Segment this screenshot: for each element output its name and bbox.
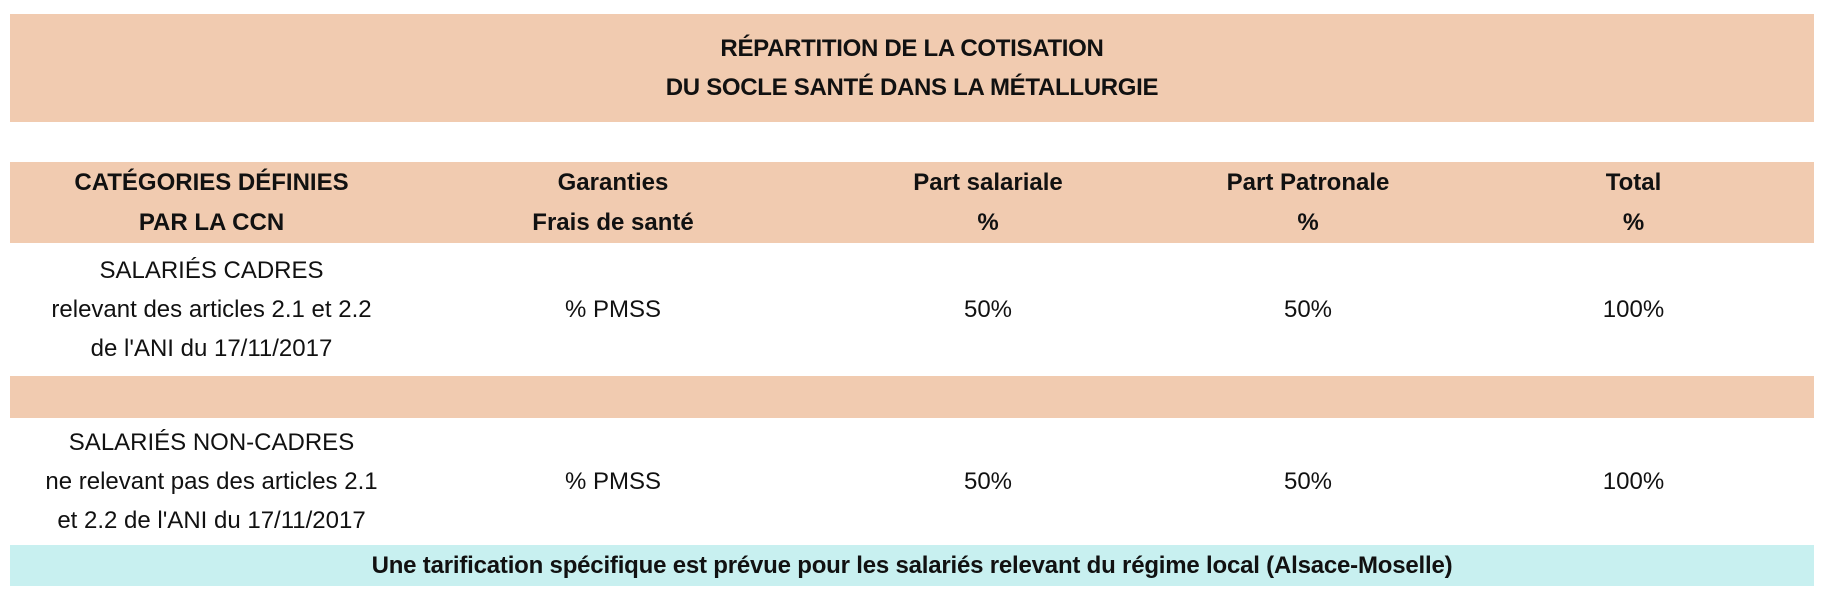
title-banner: RÉPARTITION DE LA COTISATION DU SOCLE SA… [10, 14, 1814, 122]
header-categories-line2: PAR LA CCN [138, 208, 285, 236]
footer-note: Une tarification spécifique est prévue p… [371, 551, 1453, 579]
title-line-1: RÉPARTITION DE LA COTISATION [720, 35, 1104, 62]
category-line1: SALARIÉS NON-CADRES [68, 429, 355, 456]
header-part-patronale: Part Patronale % [1163, 162, 1453, 243]
header-categories: CATÉGORIES DÉFINIES PAR LA CCN [10, 162, 413, 243]
part-patronale-value: 50% [1283, 296, 1333, 323]
part-salariale-value: 50% [963, 296, 1013, 323]
category-line2: ne relevant pas des articles 2.1 [45, 468, 378, 495]
header-garanties: Garanties Frais de santé [413, 162, 813, 243]
header-total-line1: Total [1605, 168, 1662, 196]
header-part-patronale-line1: Part Patronale [1226, 168, 1390, 196]
cell-total: 100% [1453, 418, 1814, 545]
cell-part-patronale: 50% [1163, 418, 1453, 545]
garanties-value: % PMSS [564, 468, 662, 495]
header-part-salariale-line1: Part salariale [913, 168, 1063, 196]
category-line3: de l'ANI du 17/11/2017 [90, 335, 333, 362]
header-garanties-line1: Garanties [557, 168, 669, 196]
cell-garanties: % PMSS [413, 418, 813, 545]
table-row-non-cadres: SALARIÉS NON-CADRES ne relevant pas des … [10, 418, 1814, 545]
cell-total: 100% [1453, 243, 1814, 376]
category-line2: relevant des articles 2.1 et 2.2 [51, 296, 372, 323]
total-value: 100% [1602, 468, 1665, 495]
part-patronale-value: 50% [1283, 468, 1333, 495]
header-garanties-line2: Frais de santé [532, 208, 694, 236]
header-part-patronale-line2: % [1297, 208, 1319, 236]
cell-garanties: % PMSS [413, 243, 813, 376]
title-line-2: DU SOCLE SANTÉ DANS LA MÉTALLURGIE [665, 74, 1159, 101]
cell-part-salariale: 50% [813, 243, 1163, 376]
cell-part-salariale: 50% [813, 418, 1163, 545]
header-total-line2: % [1622, 208, 1645, 236]
cell-part-patronale: 50% [1163, 243, 1453, 376]
category-line1: SALARIÉS CADRES [99, 257, 324, 284]
header-part-salariale: Part salariale % [813, 162, 1163, 243]
table-row-cadres: SALARIÉS CADRES relevant des articles 2.… [10, 243, 1814, 376]
cell-category: SALARIÉS CADRES relevant des articles 2.… [10, 243, 413, 376]
garanties-value: % PMSS [564, 296, 662, 323]
table-header-row: CATÉGORIES DÉFINIES PAR LA CCN Garanties… [10, 162, 1814, 243]
header-total: Total % [1453, 162, 1814, 243]
part-salariale-value: 50% [963, 468, 1013, 495]
footer-note-banner: Une tarification spécifique est prévue p… [10, 545, 1814, 586]
header-categories-line1: CATÉGORIES DÉFINIES [74, 168, 349, 196]
cell-category: SALARIÉS NON-CADRES ne relevant pas des … [10, 418, 413, 545]
header-part-salariale-line2: % [977, 208, 999, 236]
category-line3: et 2.2 de l'ANI du 17/11/2017 [57, 507, 366, 534]
row-separator-band [10, 376, 1814, 418]
total-value: 100% [1602, 296, 1665, 323]
